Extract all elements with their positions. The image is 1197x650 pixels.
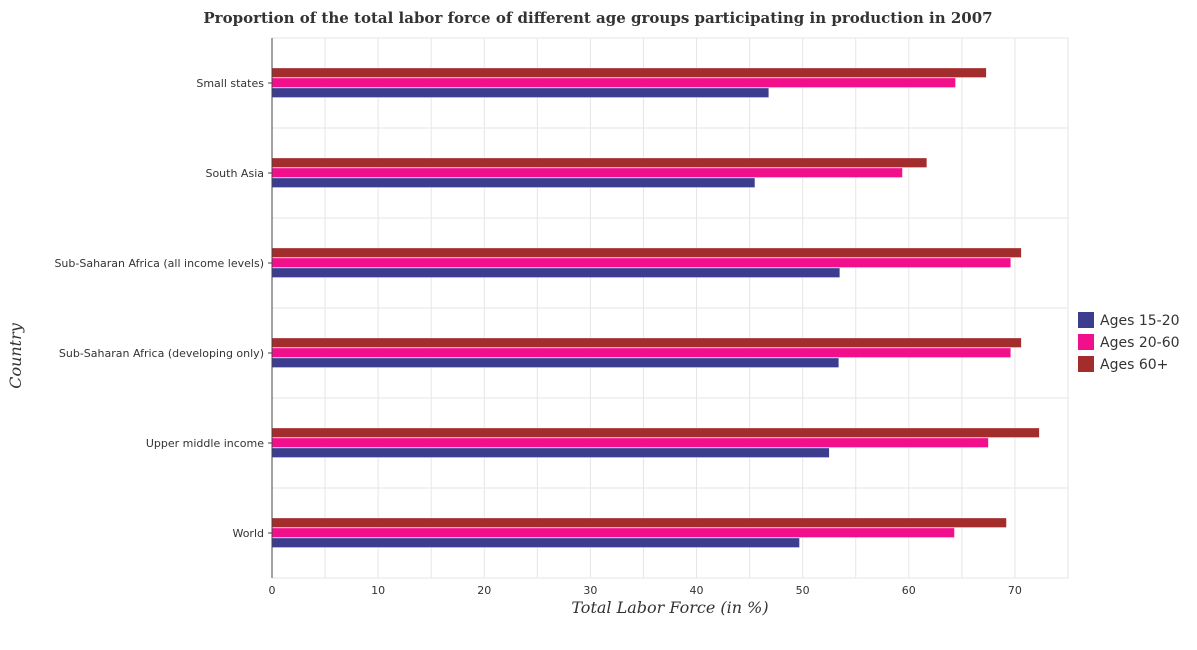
x-tick-label: 30: [583, 584, 597, 597]
legend-swatch: [1078, 356, 1094, 372]
axes: Small states South Asia Sub-Saharan Africa…: [54, 38, 1022, 597]
bar-ages-60-: [271, 247, 1022, 258]
legend-label: Ages 20-60: [1100, 335, 1180, 351]
x-axis-title: Total Labor Force (in %): [571, 598, 768, 617]
bar-ages-15-20: [271, 87, 769, 98]
legend-swatch: [1078, 312, 1094, 328]
bar-ages-20-60: [271, 257, 1011, 268]
x-tick-label: 60: [902, 584, 916, 597]
y-tick-label: Upper middle income: [146, 437, 264, 450]
bar-ages-15-20: [271, 447, 830, 458]
x-tick-label: 40: [690, 584, 704, 597]
bar-ages-20-60: [271, 167, 903, 178]
y-tick-label: Sub-Saharan Africa (all income levels): [54, 257, 264, 270]
y-tick-label: Small states: [196, 77, 264, 90]
bar-ages-15-20: [271, 177, 756, 188]
x-tick-label: 20: [477, 584, 491, 597]
bar-ages-60-: [271, 337, 1022, 348]
x-tick-label: 0: [269, 584, 276, 597]
legend-label: Ages 60+: [1100, 357, 1168, 373]
y-axis-title: Country: [6, 322, 25, 389]
bar-ages-15-20: [271, 357, 839, 368]
bar-ages-60-: [271, 517, 1007, 528]
bar-ages-20-60: [271, 347, 1011, 358]
bar-ages-60-: [271, 67, 987, 78]
x-tick-label: 10: [371, 584, 385, 597]
legend-label: Ages 15-20: [1100, 313, 1180, 329]
legend: Ages 15-20 Ages 20-60 Ages 60+: [1078, 312, 1180, 373]
bar-ages-60-: [271, 157, 927, 168]
bar-ages-20-60: [271, 437, 989, 448]
y-tick-label: South Asia: [205, 167, 264, 180]
chart-title: Proportion of the total labor force of d…: [203, 9, 992, 27]
grid: [271, 37, 1069, 579]
x-tick-label: 50: [796, 584, 810, 597]
y-tick-label: World: [232, 527, 264, 540]
x-tick-label: 70: [1008, 584, 1022, 597]
bar-ages-15-20: [271, 267, 840, 278]
legend-swatch: [1078, 334, 1094, 350]
y-tick-label: Sub-Saharan Africa (developing only): [59, 347, 264, 360]
bar-ages-60-: [271, 427, 1040, 438]
bar-ages-20-60: [271, 527, 955, 538]
bar-ages-20-60: [271, 77, 956, 88]
bar-ages-15-20: [271, 537, 800, 548]
bars: [271, 67, 1040, 548]
